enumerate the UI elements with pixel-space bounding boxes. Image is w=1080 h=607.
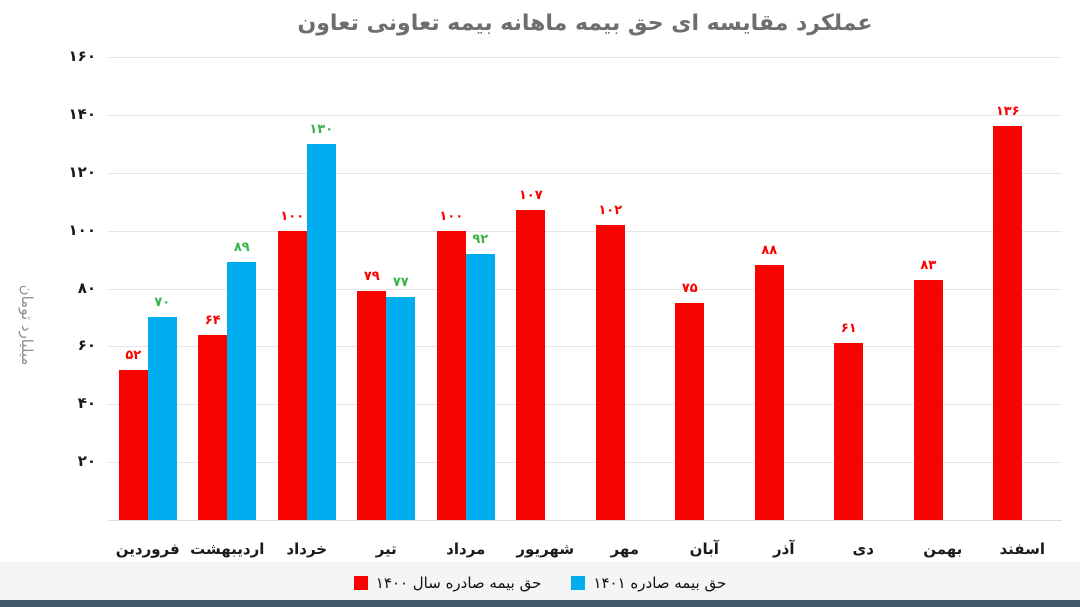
y-tick-label: ۱۶۰ xyxy=(68,47,96,65)
bar-1400[interactable] xyxy=(516,210,546,520)
x-axis-label: بهمن xyxy=(923,540,963,558)
gridline xyxy=(108,404,1062,406)
legend-swatch-1401 xyxy=(571,576,586,590)
bar-1400[interactable] xyxy=(834,343,864,520)
chart-title: عملکرد مقایسه ای حق بیمه ماهانه بیمه تعا… xyxy=(297,11,873,36)
y-tick-label: ۱۴۰ xyxy=(68,104,96,123)
bar-value-label: ۵۲ xyxy=(125,347,142,363)
x-axis-label: فروردین xyxy=(115,540,180,558)
x-axis-label: آذر xyxy=(773,540,795,558)
y-tick-label: ۶۰ xyxy=(77,336,96,355)
bar-1400[interactable] xyxy=(277,230,307,520)
bar-value-label: ۱۰۰ xyxy=(280,208,305,224)
bar-value-label: ۷۹ xyxy=(363,269,380,285)
bar-value-label: ۸۹ xyxy=(233,240,250,256)
bar-value-label: ۸۸ xyxy=(761,243,778,259)
bar-1401[interactable] xyxy=(147,317,177,520)
legend-item-1401[interactable]: حق بیمه صادره ۱۴۰۱ xyxy=(571,574,726,592)
bar-value-label: ۱۳۶ xyxy=(995,104,1020,120)
bar-value-label: ۱۰۷ xyxy=(518,188,543,204)
bar-value-label: ۶۴ xyxy=(204,312,221,328)
legend-label-1400: حق بیمه صادره سال ۱۴۰۰ xyxy=(375,574,542,592)
x-axis-label: آبان xyxy=(689,540,719,558)
gridline xyxy=(108,114,1062,116)
bar-value-label: ۶۱ xyxy=(840,321,857,337)
bar-1400[interactable] xyxy=(118,369,148,520)
bar-value-label: ۱۰۲ xyxy=(598,202,623,218)
legend-swatch-1400 xyxy=(353,576,368,590)
plot-area xyxy=(108,57,1062,521)
bar-1400[interactable] xyxy=(675,302,705,520)
x-axis-label: مهر xyxy=(610,540,640,558)
gridline xyxy=(108,230,1062,232)
bar-value-label: ۱۳۰ xyxy=(309,121,334,137)
gridline xyxy=(108,172,1062,174)
bar-1401[interactable] xyxy=(227,262,257,520)
footer-bar xyxy=(0,600,1080,607)
y-tick-label: ۸۰ xyxy=(77,278,96,297)
gridline xyxy=(108,288,1062,290)
x-axis-label: مرداد xyxy=(446,540,486,558)
x-axis-line xyxy=(108,520,1062,521)
bar-1400[interactable] xyxy=(993,126,1023,520)
bar-value-label: ۷۷ xyxy=(392,275,409,291)
legend-item-1400[interactable]: حق بیمه صادره سال ۱۴۰۰ xyxy=(353,574,542,592)
x-axis-label: شهریور xyxy=(516,540,575,558)
bar-value-label: ۹۲ xyxy=(472,231,489,247)
y-tick-label: ۲۰ xyxy=(77,452,96,471)
bar-1401[interactable] xyxy=(465,253,495,520)
gridline xyxy=(108,346,1062,348)
y-tick-label: ۱۲۰ xyxy=(68,162,96,181)
legend-band xyxy=(0,562,1080,600)
x-axis-label: اسفند xyxy=(999,540,1045,558)
x-axis-label: دی xyxy=(852,540,874,558)
bar-value-label: ۷۵ xyxy=(681,280,698,296)
x-axis-label: خرداد xyxy=(286,540,328,558)
bar-1401[interactable] xyxy=(306,143,336,520)
gridline xyxy=(108,462,1062,464)
bar-1400[interactable] xyxy=(436,230,466,520)
bar-1401[interactable] xyxy=(386,297,416,520)
bar-value-label: ۸۳ xyxy=(920,257,937,273)
legend: حق بیمه صادره سال ۱۴۰۰ حق بیمه صادره ۱۴۰… xyxy=(0,568,1080,598)
bar-value-label: ۱۰۰ xyxy=(439,208,464,224)
y-tick-label: ۱۰۰ xyxy=(68,220,96,239)
x-axis-label: اردیبهشت xyxy=(190,540,265,558)
x-axis-label: تیر xyxy=(375,540,397,558)
bar-1400[interactable] xyxy=(595,224,625,520)
bar-1400[interactable] xyxy=(754,265,784,520)
legend-label-1401: حق بیمه صادره ۱۴۰۱ xyxy=(593,574,727,592)
y-tick-label: ۴۰ xyxy=(77,394,96,413)
bar-value-label: ۷۰ xyxy=(154,295,171,311)
gridline xyxy=(108,57,1062,58)
bar-1400[interactable] xyxy=(198,334,228,520)
bar-1400[interactable] xyxy=(357,291,387,520)
bar-1400[interactable] xyxy=(913,279,943,520)
